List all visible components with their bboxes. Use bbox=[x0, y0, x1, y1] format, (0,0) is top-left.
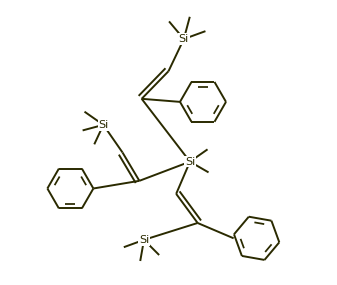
Text: Si: Si bbox=[185, 157, 195, 167]
Text: Si: Si bbox=[139, 235, 149, 245]
Text: Si: Si bbox=[179, 34, 189, 44]
Text: Si: Si bbox=[98, 120, 109, 130]
